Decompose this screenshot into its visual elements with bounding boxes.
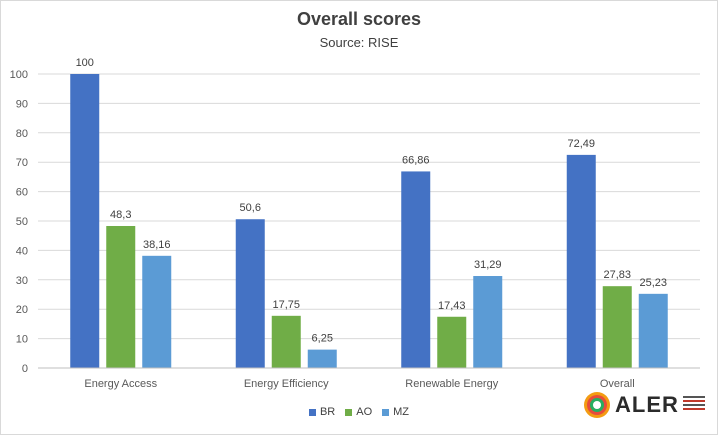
aler-logo-icon <box>584 392 610 418</box>
chart-title: Overall scores <box>296 9 422 29</box>
bar-ao <box>602 286 632 368</box>
bar-ao <box>271 315 301 368</box>
data-label: 17,75 <box>272 299 300 311</box>
y-tick-label: 100 <box>10 69 28 81</box>
data-label: 50,6 <box>240 202 261 214</box>
bar-br <box>401 171 431 368</box>
x-tick-label: Energy Access <box>84 378 157 390</box>
x-tick-label: Overall <box>600 378 635 390</box>
bar-mz <box>638 293 668 368</box>
data-label: 72,49 <box>567 138 595 150</box>
bar-mz <box>307 349 337 368</box>
legend-label-mz: MZ <box>393 406 410 418</box>
data-label: 17,43 <box>438 300 466 312</box>
y-tick-label: 50 <box>16 216 28 228</box>
bar-ao <box>106 225 136 368</box>
bar-br <box>566 154 596 368</box>
bar-br <box>235 219 265 368</box>
legend-swatch-br <box>308 408 316 416</box>
logo-tagline-lines <box>682 394 705 416</box>
y-tick-label: 60 <box>16 187 28 199</box>
legend-item-mz: MZ <box>382 406 409 418</box>
data-label: 31,29 <box>474 259 502 271</box>
bar-chart: 0 10 20 30 40 50 60 70 80 90 100 100 48,3 38,16 Energy… <box>10 57 700 390</box>
legend: BR AO MZ <box>0 406 718 418</box>
data-label: 48,3 <box>110 209 131 221</box>
legend-item-ao: AO <box>345 406 372 418</box>
legend-swatch-mz <box>382 408 390 416</box>
logo-text: ALER <box>615 392 679 417</box>
data-label: 25,23 <box>639 277 667 289</box>
data-label: 38,16 <box>143 239 171 251</box>
y-tick-label: 0 <box>22 363 28 375</box>
x-tick-label: Energy Efficiency <box>244 378 329 390</box>
y-tick-label: 70 <box>16 157 28 169</box>
y-tick-label: 20 <box>16 304 28 316</box>
data-label: 6,25 <box>312 333 333 345</box>
y-tick-label: 90 <box>16 98 28 110</box>
y-tick-label: 30 <box>16 275 28 287</box>
bar-mz <box>142 255 172 368</box>
legend-swatch-ao <box>345 408 353 416</box>
y-tick-label: 10 <box>16 334 28 346</box>
bar-br <box>70 74 100 368</box>
legend-label-ao: AO <box>356 406 373 418</box>
bar-mz <box>473 276 503 368</box>
legend-item-br: BR <box>308 406 336 418</box>
bar-ao <box>437 316 467 368</box>
chart-subtitle: Source: RISE <box>319 35 399 50</box>
legend-label-br: BR <box>319 406 336 418</box>
data-label: 100 <box>76 57 94 69</box>
y-tick-label: 80 <box>16 128 28 140</box>
aler-logo: ALER <box>583 391 705 419</box>
x-tick-label: Renewable Energy <box>405 378 498 390</box>
data-label: 27,83 <box>603 269 631 281</box>
y-tick-label: 40 <box>16 245 28 257</box>
data-label: 66,86 <box>402 154 430 166</box>
